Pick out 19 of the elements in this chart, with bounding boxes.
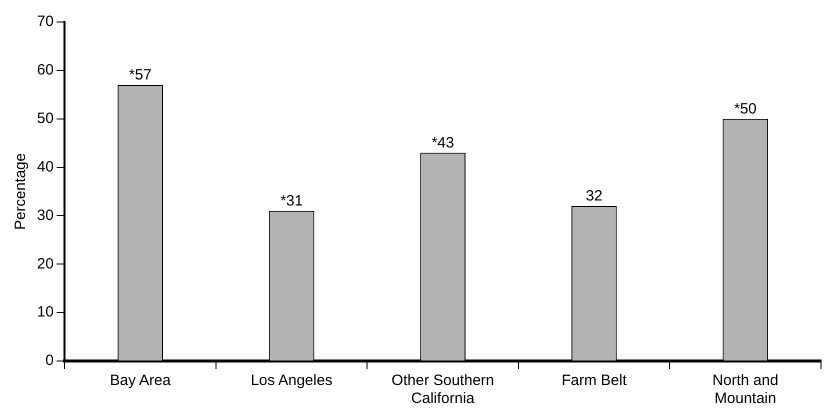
y-tick-label: 0 (45, 352, 54, 370)
x-tick-label: Bay Area (110, 372, 172, 390)
y-tick-label: 70 (36, 13, 54, 30)
data-label: *43 (432, 134, 454, 152)
data-label: *31 (280, 192, 303, 210)
y-tick-label: 40 (36, 158, 54, 176)
y-tick-label: 30 (36, 206, 54, 224)
y-tick-label: 20 (36, 255, 54, 272)
y-axis-title: Percentage (12, 153, 30, 230)
data-label: 32 (586, 188, 602, 205)
data-label: *50 (734, 100, 757, 118)
y-tick-label: 10 (36, 304, 54, 321)
x-tick-label: Los Angeles (250, 372, 332, 390)
x-tick-label: North and Mountain (712, 372, 778, 408)
y-tick-label: 60 (36, 62, 54, 79)
data-label: *57 (129, 66, 152, 84)
y-tick-label: 50 (36, 110, 54, 127)
x-tick-label: Other Southern California (392, 372, 494, 408)
x-tick-label: Farm Belt (562, 372, 628, 390)
